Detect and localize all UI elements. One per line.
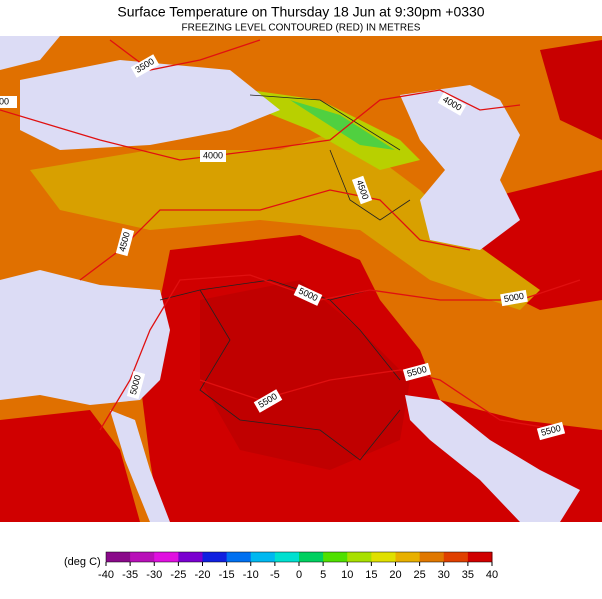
hot-core [200, 280, 410, 470]
contour [99, 274, 581, 431]
contour [0, 89, 521, 161]
hot-region [0, 410, 140, 522]
contour-label: 00 [0, 96, 17, 108]
persian-gulf [405, 395, 580, 522]
contour-label: 4500 [115, 227, 135, 257]
label-text: 5000 [503, 291, 524, 304]
label-box [437, 92, 467, 116]
contour-label: 5000 [126, 370, 146, 400]
contour-label: 4500 [351, 175, 373, 205]
tick-label: 20 [389, 569, 401, 581]
label-box [115, 227, 135, 257]
tick-label: -10 [243, 569, 259, 581]
color-swatch [299, 552, 324, 562]
label-box [293, 284, 323, 306]
legend-unit: (deg C) [64, 556, 101, 568]
sea [0, 36, 60, 70]
hot-region [540, 40, 602, 140]
color-swatch [106, 552, 131, 562]
red-sea [110, 410, 170, 522]
tick-label: 35 [462, 569, 474, 581]
tick-label: 5 [320, 569, 326, 581]
label-box [200, 150, 226, 162]
color-swatch [347, 552, 372, 562]
color-swatch [130, 552, 155, 562]
contour [109, 39, 261, 71]
label-box [500, 289, 528, 307]
border [159, 94, 411, 461]
color-swatch [395, 552, 421, 562]
label-box [253, 389, 283, 413]
contour-label: 5500 [402, 362, 432, 382]
color-swatch [467, 552, 493, 562]
label-text: 4000 [203, 150, 223, 160]
color-swatch [371, 552, 396, 562]
label-box [130, 54, 160, 78]
mountains [250, 90, 420, 170]
tick-label: 25 [414, 569, 426, 581]
tick-label: 30 [438, 569, 450, 581]
legend: (deg C) -40 -35 -30 -25 -20 -15 -10 -5 0 5 10 15 20 2… [64, 551, 498, 581]
tick-label: 40 [486, 569, 498, 581]
tick-label: 0 [296, 569, 302, 581]
peaks [290, 100, 395, 150]
label-box [0, 96, 17, 108]
color-swatch [419, 552, 445, 562]
tick-label: 15 [365, 569, 377, 581]
black-sea [20, 60, 280, 150]
color-swatch [226, 552, 252, 562]
color-swatch [250, 552, 276, 562]
label-box [402, 362, 432, 382]
contour-label: 5500 [536, 421, 566, 441]
label-box [351, 175, 373, 205]
color-swatch [154, 552, 179, 562]
tick-label: -40 [98, 569, 114, 581]
highland [30, 130, 540, 310]
tick-label: -5 [270, 569, 280, 581]
color-swatch [178, 552, 203, 562]
contour-label: 4000 [200, 150, 226, 162]
tick-label: -35 [122, 569, 138, 581]
label-box [126, 370, 146, 400]
color-swatch [323, 552, 348, 562]
mediterranean [0, 270, 170, 405]
subtitle: FREEZING LEVEL CONTOURED (RED) IN METRES [182, 23, 421, 34]
contour-label: 5000 [500, 289, 528, 307]
tick-label: -20 [195, 569, 211, 581]
tick-label: -30 [146, 569, 162, 581]
color-swatch [274, 552, 300, 562]
color-swatch [202, 552, 228, 562]
tick-label: -15 [219, 569, 235, 581]
label-box [536, 421, 566, 441]
title: Surface Temperature on Thursday 18 Jun a… [117, 4, 484, 20]
color-swatch [443, 552, 469, 562]
tick-label: 10 [341, 569, 353, 581]
caspian-sea [400, 85, 520, 250]
label-text: 00 [0, 96, 9, 106]
tick-label: -25 [170, 569, 186, 581]
